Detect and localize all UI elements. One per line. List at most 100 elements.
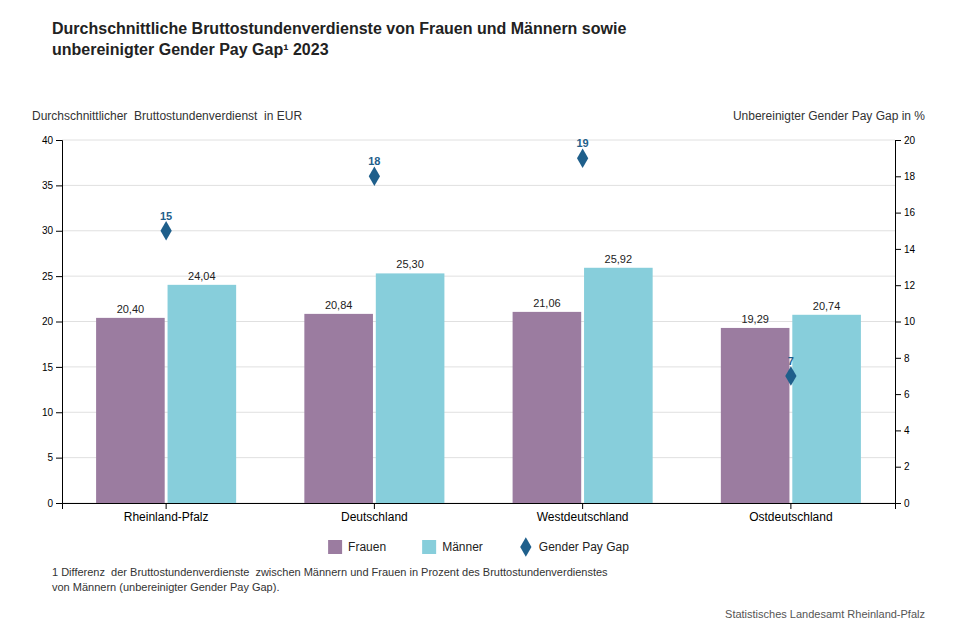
tick-label: 40 <box>42 135 54 146</box>
data-label: 20,74 <box>813 300 841 312</box>
tick-label: Westdeutschland <box>537 510 629 524</box>
tick-label: 10 <box>904 316 916 327</box>
tick-label: 15 <box>42 362 54 373</box>
tick-mark <box>56 322 62 323</box>
tick-label: 6 <box>904 389 910 400</box>
bar-series <box>168 268 861 503</box>
legend-swatch <box>328 540 342 554</box>
tick-label: 4 <box>904 425 910 436</box>
grid-line <box>62 140 895 141</box>
x-axis: Rheinland-Pfalz Deutschland Westdeutschlan… <box>63 503 896 524</box>
data-label: 24,04 <box>188 270 216 282</box>
tick: 35 <box>42 180 62 191</box>
bar <box>96 318 165 503</box>
grid <box>62 140 895 503</box>
tick-label: 2 <box>904 461 910 472</box>
tick: Rheinland-Pfalz <box>124 503 209 524</box>
legend-item: Gender Pay Gap <box>520 537 629 557</box>
bar <box>513 312 582 503</box>
bar <box>584 268 653 503</box>
legend-item: Männer <box>422 540 483 554</box>
tick-mark <box>895 322 901 323</box>
tick-mark <box>56 412 62 413</box>
tick: 16 <box>895 207 916 218</box>
tick-mark <box>895 176 901 177</box>
data-label: 25,92 <box>605 253 633 265</box>
tick-mark <box>56 231 62 232</box>
tick-label: 12 <box>904 280 916 291</box>
axis-line <box>896 141 902 504</box>
data-label: 20,40 <box>117 303 145 315</box>
tick: 6 <box>895 389 910 400</box>
data-label: 19 <box>577 137 589 149</box>
tick-mark <box>56 458 62 459</box>
tick-mark <box>895 140 901 141</box>
legend-label: Gender Pay Gap <box>539 540 629 554</box>
title: Durchschnittliche Bruttostundenverdienst… <box>52 20 626 58</box>
bar <box>304 314 373 503</box>
tick: Deutschland <box>341 503 408 524</box>
footnote: 1 Differenz der Bruttostundenverdienste … <box>52 566 608 593</box>
data-label: 20,84 <box>325 299 353 311</box>
tick: 12 <box>895 280 916 291</box>
grid-line <box>62 230 895 231</box>
point <box>160 221 171 241</box>
tick-mark <box>56 140 62 141</box>
tick: 8 <box>895 353 910 364</box>
tick-mark <box>895 394 901 395</box>
y2-axis: 02468101214161820 <box>895 135 916 509</box>
point <box>577 148 588 168</box>
data-label: 7 <box>788 355 794 367</box>
grid-line <box>62 276 895 277</box>
bar <box>721 328 790 503</box>
legend-label: Männer <box>442 540 483 554</box>
tick-label: 18 <box>904 171 916 182</box>
tick: 0 <box>47 498 62 509</box>
tick: 20 <box>42 316 62 327</box>
y2-axis-title: Unbereinigter Gender Pay Gap in % <box>733 109 925 123</box>
tick: 14 <box>895 244 916 255</box>
legend-label: Frauen <box>348 540 386 554</box>
tick-mark <box>56 503 62 504</box>
data-label: 21,06 <box>533 297 561 309</box>
tick-label: 25 <box>42 271 54 282</box>
bar <box>792 315 861 503</box>
tick-mark <box>895 285 901 286</box>
tick: 10 <box>895 316 916 327</box>
tick-label: 16 <box>904 207 916 218</box>
tick-label: Ostdeutschland <box>749 510 832 524</box>
tick-mark <box>895 430 901 431</box>
bar <box>376 273 445 503</box>
tick-label: 14 <box>904 244 916 255</box>
grid-line <box>62 185 895 186</box>
axis-line <box>56 141 63 504</box>
axis-line <box>63 504 896 510</box>
legend-swatch <box>520 537 531 557</box>
tick-label: Deutschland <box>341 510 408 524</box>
tick: 15 <box>42 362 62 373</box>
tick-mark <box>374 503 375 509</box>
data-label: 18 <box>368 155 380 167</box>
data-labels: 20,4020,8421,0619,2924,0425,3025,9220,74… <box>117 137 841 367</box>
legend-item: Frauen <box>328 540 386 554</box>
tick-mark <box>582 503 583 509</box>
legend-swatch <box>422 540 436 554</box>
tick: 30 <box>42 225 62 236</box>
source: Statistisches Landesamt Rheinland-Pfalz <box>725 608 925 620</box>
tick-mark <box>895 358 901 359</box>
y-axis: 0510152025303540 <box>42 135 63 509</box>
tick: 40 <box>42 135 62 146</box>
marks <box>96 148 861 503</box>
tick: 10 <box>42 407 62 418</box>
tick-label: 30 <box>42 225 54 236</box>
tick-mark <box>895 249 901 250</box>
tick: Westdeutschland <box>537 503 629 524</box>
chart: Durchschnittliche Bruttostundenverdienst… <box>0 0 957 628</box>
tick-label: Rheinland-Pfalz <box>124 510 209 524</box>
tick: 4 <box>895 425 910 436</box>
tick: Ostdeutschland <box>749 503 832 524</box>
tick-mark <box>56 276 62 277</box>
bar <box>168 285 237 503</box>
plot: 051015202530354002468101214161820Rheinla… <box>42 135 916 524</box>
data-label: 19,29 <box>741 313 769 325</box>
